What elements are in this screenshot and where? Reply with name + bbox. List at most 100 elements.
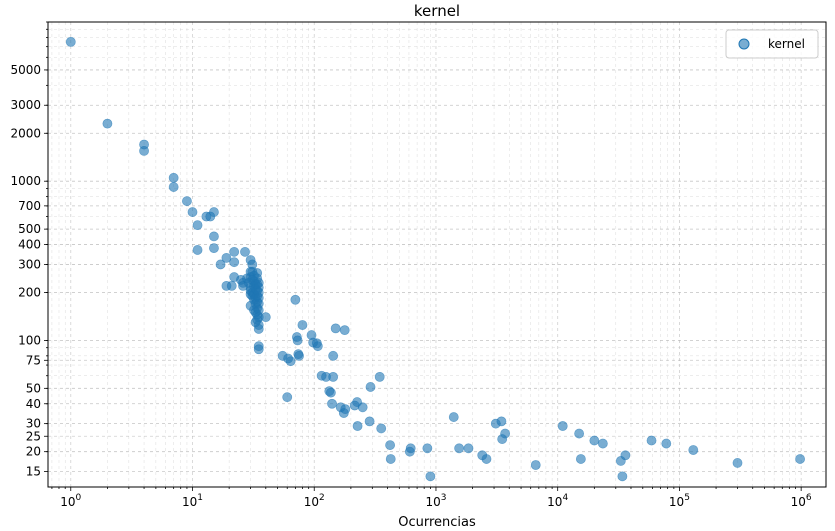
x-tick-label: 104	[547, 493, 568, 509]
data-point	[617, 471, 628, 482]
y-tick-label: 1000	[10, 174, 41, 188]
y-tick-label: 2000	[10, 126, 41, 140]
data-point	[340, 404, 351, 415]
data-point	[385, 454, 396, 464]
y-tick-label: 15	[26, 465, 41, 479]
legend-box	[725, 29, 819, 59]
data-point	[620, 450, 631, 461]
legend-label: kernel	[768, 37, 805, 51]
data-point	[500, 428, 511, 439]
data-point	[330, 323, 341, 334]
y-tick-label: 3000	[10, 98, 41, 112]
data-point	[589, 435, 600, 446]
y-tick-label: 300	[18, 257, 41, 271]
data-point	[463, 443, 474, 454]
x-tick-label: 103	[425, 493, 446, 509]
data-point	[575, 454, 586, 464]
data-point	[260, 312, 271, 323]
data-point	[661, 438, 672, 449]
data-point	[481, 454, 492, 464]
plot-frame	[47, 21, 827, 488]
data-point	[357, 402, 368, 413]
data-point	[215, 259, 226, 270]
data-point	[65, 36, 76, 47]
y-tick-label: 400	[18, 238, 41, 252]
data-point	[297, 320, 308, 330]
data-point	[557, 421, 568, 431]
data-point	[182, 196, 192, 206]
data-point	[364, 416, 375, 427]
data-points	[65, 36, 805, 482]
x-tick-label: 106	[791, 493, 812, 509]
data-point	[229, 246, 240, 257]
y-tick-label: 700	[18, 199, 41, 213]
data-point	[168, 182, 179, 192]
chart-title: kernel	[414, 2, 460, 20]
data-point	[294, 350, 304, 361]
data-point	[325, 387, 336, 398]
data-point	[253, 324, 264, 334]
x-tick-label: 105	[669, 493, 690, 509]
data-point	[795, 454, 805, 464]
data-point	[327, 398, 337, 409]
data-point	[365, 382, 376, 392]
data-point	[192, 245, 203, 255]
y-tick-label: 100	[18, 333, 41, 347]
data-point	[290, 294, 301, 305]
data-point	[574, 428, 585, 439]
y-tick-label: 500	[18, 222, 41, 236]
data-point	[376, 423, 387, 434]
data-point	[448, 412, 459, 422]
y-tick-label: 20	[26, 445, 41, 459]
data-point	[422, 443, 433, 454]
data-point	[732, 458, 743, 468]
data-point	[597, 438, 608, 449]
x-tick-label: 101	[182, 493, 203, 509]
y-tick-label: 30	[26, 417, 41, 431]
data-point	[312, 341, 323, 352]
data-point	[688, 445, 699, 455]
data-point	[187, 207, 198, 217]
data-point	[454, 443, 465, 454]
data-point	[240, 246, 250, 257]
data-point	[209, 243, 219, 254]
data-point	[221, 252, 232, 263]
data-point	[192, 220, 203, 230]
data-point	[385, 440, 396, 450]
data-point	[530, 460, 541, 470]
data-point	[282, 392, 293, 403]
data-point	[209, 231, 219, 242]
x-tick-label: 100	[60, 493, 81, 509]
data-point	[229, 257, 240, 268]
data-point	[496, 416, 507, 427]
data-point	[102, 118, 113, 129]
data-point	[339, 325, 350, 336]
data-point	[405, 443, 416, 454]
legend-marker	[738, 38, 750, 50]
data-point	[226, 280, 237, 291]
y-tick-label: 75	[26, 353, 41, 367]
data-point	[292, 335, 303, 346]
data-point	[328, 371, 339, 382]
y-tick-label: 50	[26, 381, 41, 395]
x-axis-label: Ocurrencias	[398, 515, 476, 530]
data-point	[374, 371, 385, 382]
data-point	[285, 356, 296, 367]
y-tick-label: 40	[26, 397, 41, 411]
y-tick-label: 5000	[10, 63, 41, 77]
y-tick-label: 25	[26, 429, 41, 443]
data-point	[253, 344, 264, 355]
legend: kernel	[725, 29, 819, 59]
data-point	[139, 146, 149, 156]
data-point	[425, 471, 436, 482]
data-point	[646, 435, 657, 446]
x-tick-label: 102	[304, 493, 325, 509]
y-tick-label: 200	[18, 285, 41, 299]
data-point	[352, 421, 363, 431]
data-point	[168, 172, 179, 183]
data-point	[328, 350, 339, 361]
data-point	[209, 207, 219, 217]
